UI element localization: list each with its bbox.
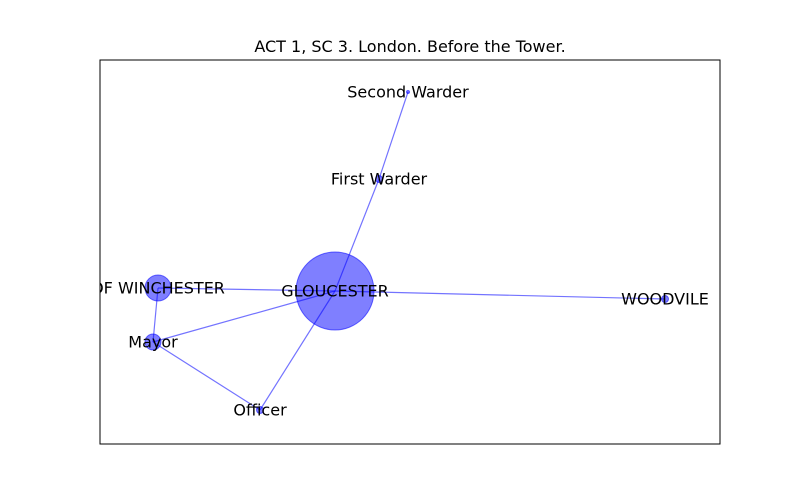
diagram-title: ACT 1, SC 3. London. Before the Tower. — [254, 37, 565, 56]
plot-frame — [99, 59, 721, 445]
node-woodvile — [661, 295, 669, 303]
node-label-first-warder: First Warder — [331, 170, 428, 189]
node-label-second-warder: Second Warder — [347, 83, 469, 102]
label-layer: GLOUCESTER OF WINCHESTER Mayor Officer WOODV… — [91, 83, 709, 420]
node-label-officer: Officer — [233, 401, 287, 420]
node-label-mayor: Mayor — [128, 333, 178, 352]
node-label-winchester: OF WINCHESTER — [91, 279, 225, 298]
edge-first-warder-second-warder — [378, 91, 409, 180]
node-winchester — [144, 274, 172, 302]
node-layer — [144, 90, 669, 414]
node-officer — [256, 406, 264, 414]
node-label-woodvile: WOODVILE — [621, 290, 709, 309]
node-label-gloucester: GLOUCESTER — [281, 282, 388, 301]
node-second-warder — [406, 90, 410, 94]
node-first-warder — [375, 175, 383, 183]
edge-mayor-officer — [152, 341, 261, 411]
node-mayor — [144, 333, 162, 351]
edge-layer — [152, 91, 666, 411]
edge-gloucester-woodvile — [334, 290, 666, 300]
node-gloucester — [295, 251, 375, 331]
